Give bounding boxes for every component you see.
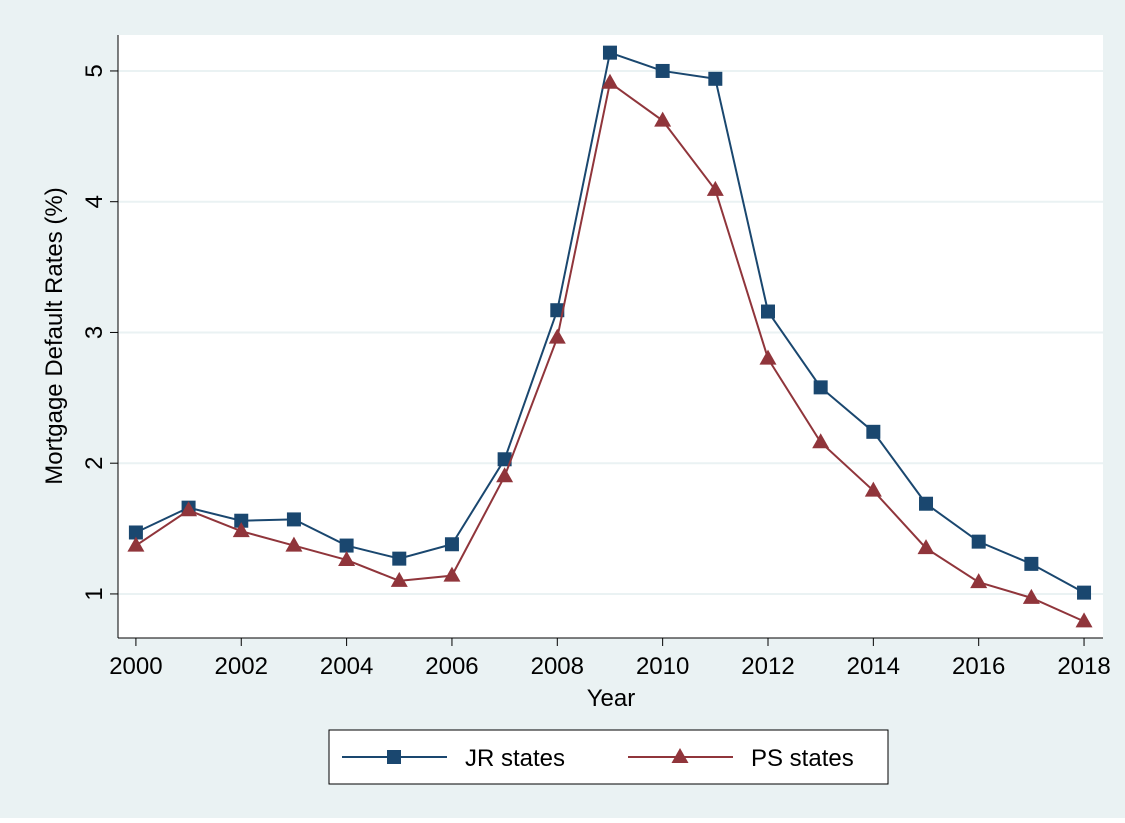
marker	[602, 45, 617, 60]
x-tick-label: 2016	[952, 653, 1005, 680]
marker	[180, 501, 198, 517]
marker	[387, 750, 401, 764]
x-tick-label: 2000	[109, 653, 162, 680]
marker	[390, 571, 408, 587]
marker	[671, 748, 689, 763]
marker	[917, 539, 935, 555]
marker	[128, 525, 143, 540]
marker	[127, 536, 145, 552]
marker	[497, 452, 512, 467]
marker	[864, 481, 882, 497]
y-tick-label: 3	[81, 326, 108, 339]
marker	[971, 534, 986, 549]
marker	[1075, 612, 1093, 628]
y-tick-label: 4	[81, 195, 108, 208]
marker	[1077, 585, 1092, 600]
x-tick-label: 2010	[636, 653, 689, 680]
marker	[708, 71, 723, 86]
marker	[548, 328, 566, 344]
marker	[550, 303, 565, 318]
marker	[234, 513, 249, 528]
marker	[866, 424, 881, 439]
legend-label: JR states	[465, 745, 565, 772]
marker	[496, 467, 514, 483]
marker	[338, 550, 356, 566]
marker	[1022, 588, 1040, 604]
marker	[760, 304, 775, 319]
y-tick-label: 1	[81, 587, 108, 600]
x-tick-label: 2006	[425, 653, 478, 680]
marker	[654, 111, 672, 127]
y-axis-label: Mortgage Default Rates (%)	[41, 187, 68, 484]
marker	[601, 73, 619, 89]
marker	[443, 566, 461, 582]
marker	[919, 496, 934, 511]
x-axis-label: Year	[587, 685, 636, 712]
marker	[813, 380, 828, 395]
plot-area	[118, 35, 1103, 638]
y-tick-label: 2	[81, 457, 108, 470]
marker	[970, 573, 988, 589]
x-tick-label: 2012	[741, 653, 794, 680]
x-tick-label: 2004	[320, 653, 373, 680]
marker	[812, 433, 830, 449]
marker	[444, 537, 459, 552]
marker	[1024, 556, 1039, 571]
marker	[655, 63, 670, 78]
x-tick-label: 2002	[215, 653, 268, 680]
x-tick-label: 2008	[531, 653, 584, 680]
marker	[286, 512, 301, 527]
marker	[392, 551, 407, 566]
legend-label: PS states	[751, 745, 854, 772]
marker	[285, 536, 303, 552]
x-tick-label: 2014	[847, 653, 900, 680]
marker	[232, 522, 250, 538]
marker	[759, 349, 777, 365]
marker	[706, 180, 724, 196]
x-tick-label: 2018	[1057, 653, 1110, 680]
marker	[339, 538, 354, 553]
y-tick-label: 5	[81, 64, 108, 77]
